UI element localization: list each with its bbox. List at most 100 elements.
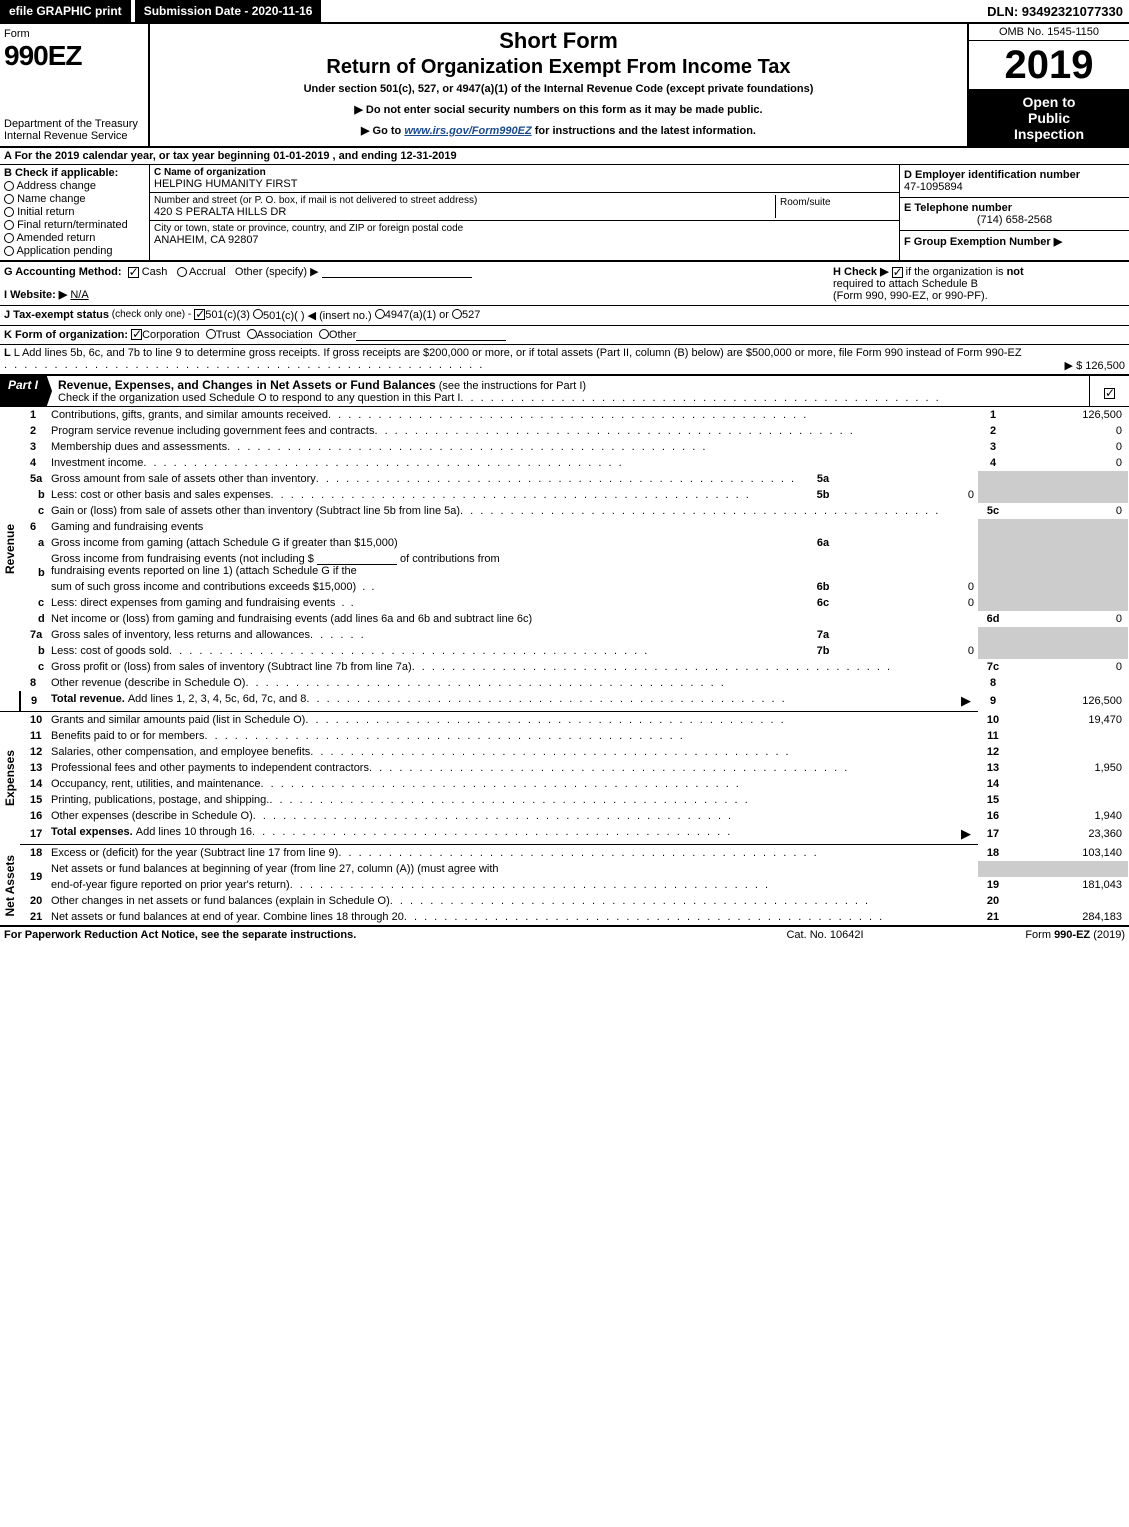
opt-501c: 501(c)( ) ◀ (insert no.) (263, 309, 372, 322)
row-6-rnum-grey (978, 519, 1008, 535)
line-i-label: I Website: ▶ (4, 289, 67, 301)
return-title: Return of Organization Exempt From Incom… (156, 56, 961, 79)
chk-corporation[interactable] (131, 329, 142, 340)
other-specify-blank (322, 266, 472, 278)
chk-other-org[interactable] (319, 329, 329, 339)
row-13-num: 13 (20, 760, 48, 776)
row-14-val (1008, 776, 1128, 792)
row-7a-num: 7a (20, 627, 48, 643)
open-to: Open to (973, 94, 1125, 110)
row-9-val: 126,500 (1008, 691, 1128, 712)
chk-4947[interactable] (375, 309, 385, 319)
room-label: Room/suite (780, 197, 891, 208)
part-1-sub: (see the instructions for Part I) (436, 380, 586, 392)
box-b: B Check if applicable: Address change Na… (0, 165, 150, 260)
row-6c-sn: 6c (808, 595, 838, 611)
irs-link[interactable]: www.irs.gov/Form990EZ (404, 125, 531, 137)
row-2-num: 2 (20, 423, 48, 439)
row-15-desc: Printing, publications, postage, and shi… (51, 794, 269, 806)
row-9-desc2: Add lines 1, 2, 3, 4, 5c, 6d, 7c, and 8 (128, 693, 307, 705)
opt-other-org: Other (329, 329, 357, 341)
no-ssn-line: ▶ Do not enter social security numbers o… (156, 103, 961, 116)
chk-application-pending[interactable] (4, 246, 14, 256)
footer-catno: Cat. No. 10642I (725, 929, 925, 941)
opt-other-specify: Other (specify) ▶ (235, 266, 319, 278)
row-21-rnum: 21 (978, 909, 1008, 925)
row-20-val (1008, 893, 1128, 909)
row-5a-rnum-grey (978, 471, 1008, 487)
efile-print-button[interactable]: efile GRAPHIC print (0, 0, 131, 22)
box-c: C Name of organization HELPING HUMANITY … (150, 165, 899, 260)
row-2-desc: Program service revenue including govern… (51, 425, 374, 437)
omb-number: OMB No. 1545-1150 (969, 24, 1129, 41)
row-21-desc: Net assets or fund balances at end of ye… (51, 911, 404, 923)
row-13-desc: Professional fees and other payments to … (51, 762, 369, 774)
box-b-label: B Check if applicable: (4, 167, 145, 179)
row-15-val (1008, 792, 1128, 808)
row-7b-rval-grey (1008, 643, 1128, 659)
row-2-rnum: 2 (978, 423, 1008, 439)
row-17-desc2: Add lines 10 through 16 (136, 826, 252, 838)
row-19-rval-grey (1008, 861, 1128, 877)
row-6b-desc1: Gross income from fundraising events (no… (51, 553, 314, 565)
submission-date-button[interactable]: Submission Date - 2020-11-16 (135, 0, 322, 22)
dln-label: DLN: 93492321077330 (987, 4, 1129, 19)
row-6b-num: b (20, 551, 48, 595)
row-19-num: 19 (20, 861, 48, 893)
chk-amended-return[interactable] (4, 233, 14, 243)
form-code: 990EZ (4, 40, 144, 72)
row-1-val: 126,500 (1008, 407, 1128, 423)
row-6b-sv: 0 (838, 579, 978, 595)
row-6b-desc3: fundraising events reported on line 1) (… (51, 565, 357, 577)
row-6a-sv (838, 535, 978, 551)
chk-schedule-o-used[interactable] (1104, 388, 1115, 399)
row-6b-rval-grey (1008, 551, 1128, 579)
row-7c-rnum: 7c (978, 659, 1008, 675)
row-17-desc-b: Total expenses. (51, 826, 136, 838)
row-3-val: 0 (1008, 439, 1128, 455)
top-bar: efile GRAPHIC print Submission Date - 20… (0, 0, 1129, 24)
row-7b-sv: 0 (838, 643, 978, 659)
row-6a-desc: Gross income from gaming (attach Schedul… (51, 537, 398, 549)
row-9-rnum: 9 (978, 691, 1008, 712)
part-1-title: Revenue, Expenses, and Changes in Net As… (58, 378, 436, 392)
row-7a-rval-grey (1008, 627, 1128, 643)
chk-accrual[interactable] (177, 267, 187, 277)
city-value: ANAHEIM, CA 92807 (154, 234, 895, 246)
row-1-rnum: 1 (978, 407, 1008, 423)
line-k: K Form of organization: Corporation Trus… (0, 326, 1129, 345)
chk-name-change[interactable] (4, 194, 14, 204)
row-5c-num: c (20, 503, 48, 519)
goto-pre: ▶ Go to (361, 125, 404, 137)
tel-label: E Telephone number (904, 202, 1125, 214)
line-l: L L Add lines 5b, 6c, and 7b to line 9 t… (0, 345, 1129, 376)
row-6a-num: a (20, 535, 48, 551)
row-11-num: 11 (20, 728, 48, 744)
chk-501c3[interactable] (194, 309, 205, 320)
row-7b-num: b (20, 643, 48, 659)
row-18-val: 103,140 (1008, 845, 1128, 862)
row-1-desc: Contributions, gifts, grants, and simila… (51, 409, 328, 421)
chk-cash[interactable] (128, 267, 139, 278)
row-6d-val: 0 (1008, 611, 1128, 627)
arrow-icon: ▶ (957, 693, 975, 709)
chk-initial-return[interactable] (4, 207, 14, 217)
chk-trust[interactable] (206, 329, 216, 339)
line-g-label: G Accounting Method: (4, 266, 122, 278)
footer-form-code: 990-EZ (1054, 929, 1090, 941)
opt-association: Association (257, 329, 313, 341)
chk-527[interactable] (452, 309, 462, 319)
chk-501c[interactable] (253, 309, 263, 319)
chk-schedule-b-not-required[interactable] (892, 267, 903, 278)
row-6d-rnum: 6d (978, 611, 1008, 627)
row-3-num: 3 (20, 439, 48, 455)
line-g-h: G Accounting Method: Cash Accrual Other … (0, 262, 1129, 306)
row-6b2-rval-grey (1008, 579, 1128, 595)
chk-address-change[interactable] (4, 181, 14, 191)
row-16-val: 1,940 (1008, 808, 1128, 824)
row-11-val (1008, 728, 1128, 744)
page-footer: For Paperwork Reduction Act Notice, see … (0, 925, 1129, 943)
chk-final-return[interactable] (4, 220, 14, 230)
chk-association[interactable] (247, 329, 257, 339)
row-5a-desc: Gross amount from sale of assets other t… (51, 473, 316, 485)
